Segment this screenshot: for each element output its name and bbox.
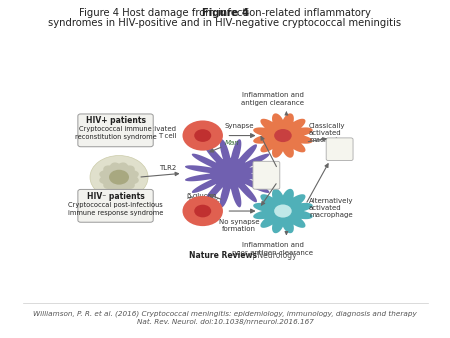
Text: Man: Man bbox=[225, 140, 240, 146]
Text: Figure 4: Figure 4 bbox=[202, 8, 248, 19]
Text: TLR2: TLR2 bbox=[159, 165, 176, 171]
Text: HIV⁻ patients: HIV⁻ patients bbox=[87, 192, 144, 201]
Text: HIV+ patients: HIV+ patients bbox=[86, 117, 145, 125]
Text: TNF
IL-12: TNF IL-12 bbox=[332, 142, 348, 156]
Text: reconstitution syndrome: reconstitution syndrome bbox=[75, 134, 157, 140]
Text: syndromes in HIV-positive and in HIV-negative cryptococcal meningitis: syndromes in HIV-positive and in HIV-neg… bbox=[49, 18, 401, 28]
Text: β-glucan: β-glucan bbox=[186, 193, 217, 199]
Circle shape bbox=[211, 158, 251, 188]
Text: Cryptococcal post-infectious: Cryptococcal post-infectious bbox=[68, 201, 163, 208]
Text: Figure 4 Host damage from infection-related inflammatory: Figure 4 Host damage from infection-rela… bbox=[79, 8, 371, 19]
Circle shape bbox=[183, 196, 223, 226]
Circle shape bbox=[90, 155, 148, 199]
Circle shape bbox=[183, 120, 223, 151]
Text: Dendritic
cell: Dendritic cell bbox=[189, 197, 220, 210]
Text: immune response syndrome: immune response syndrome bbox=[68, 210, 163, 216]
Text: Classically
activated
macrophage: Classically activated macrophage bbox=[309, 123, 353, 143]
Polygon shape bbox=[253, 189, 313, 233]
Polygon shape bbox=[99, 163, 139, 192]
Text: Inflammation and
antigen clearance: Inflammation and antigen clearance bbox=[241, 92, 304, 105]
Text: Activated
T cell: Activated T cell bbox=[144, 126, 176, 140]
Polygon shape bbox=[185, 139, 276, 207]
FancyBboxPatch shape bbox=[78, 189, 153, 222]
FancyBboxPatch shape bbox=[78, 114, 153, 147]
Circle shape bbox=[274, 204, 292, 218]
Text: Cryptococcal immune: Cryptococcal immune bbox=[79, 126, 152, 132]
FancyBboxPatch shape bbox=[326, 138, 353, 161]
FancyBboxPatch shape bbox=[253, 161, 280, 189]
Text: IL-6
IFN-γ
TNF: IL-6 IFN-γ TNF bbox=[258, 164, 275, 186]
Circle shape bbox=[194, 129, 211, 142]
Text: No synapse
formation: No synapse formation bbox=[219, 219, 260, 232]
Polygon shape bbox=[253, 113, 313, 158]
Text: | Neurology: | Neurology bbox=[250, 251, 297, 261]
Circle shape bbox=[109, 170, 129, 185]
Circle shape bbox=[194, 205, 211, 217]
Circle shape bbox=[274, 129, 292, 142]
Text: Williamson, P. R. et al. (2016) Cryptococcal meningitis: epidemiology, immunolog: Williamson, P. R. et al. (2016) Cryptoco… bbox=[33, 310, 417, 317]
Text: Nature Reviews: Nature Reviews bbox=[189, 251, 257, 261]
Text: Alternatively
activated
macrophage: Alternatively activated macrophage bbox=[309, 198, 354, 218]
Text: Cryptococcus: Cryptococcus bbox=[95, 198, 143, 204]
Text: Synapse: Synapse bbox=[225, 123, 254, 129]
Text: Inflammation and
poor antigen clearance: Inflammation and poor antigen clearance bbox=[232, 242, 313, 256]
Text: Nat. Rev. Neurol. doi:10.1038/nrneurol.2016.167: Nat. Rev. Neurol. doi:10.1038/nrneurol.2… bbox=[136, 319, 314, 325]
